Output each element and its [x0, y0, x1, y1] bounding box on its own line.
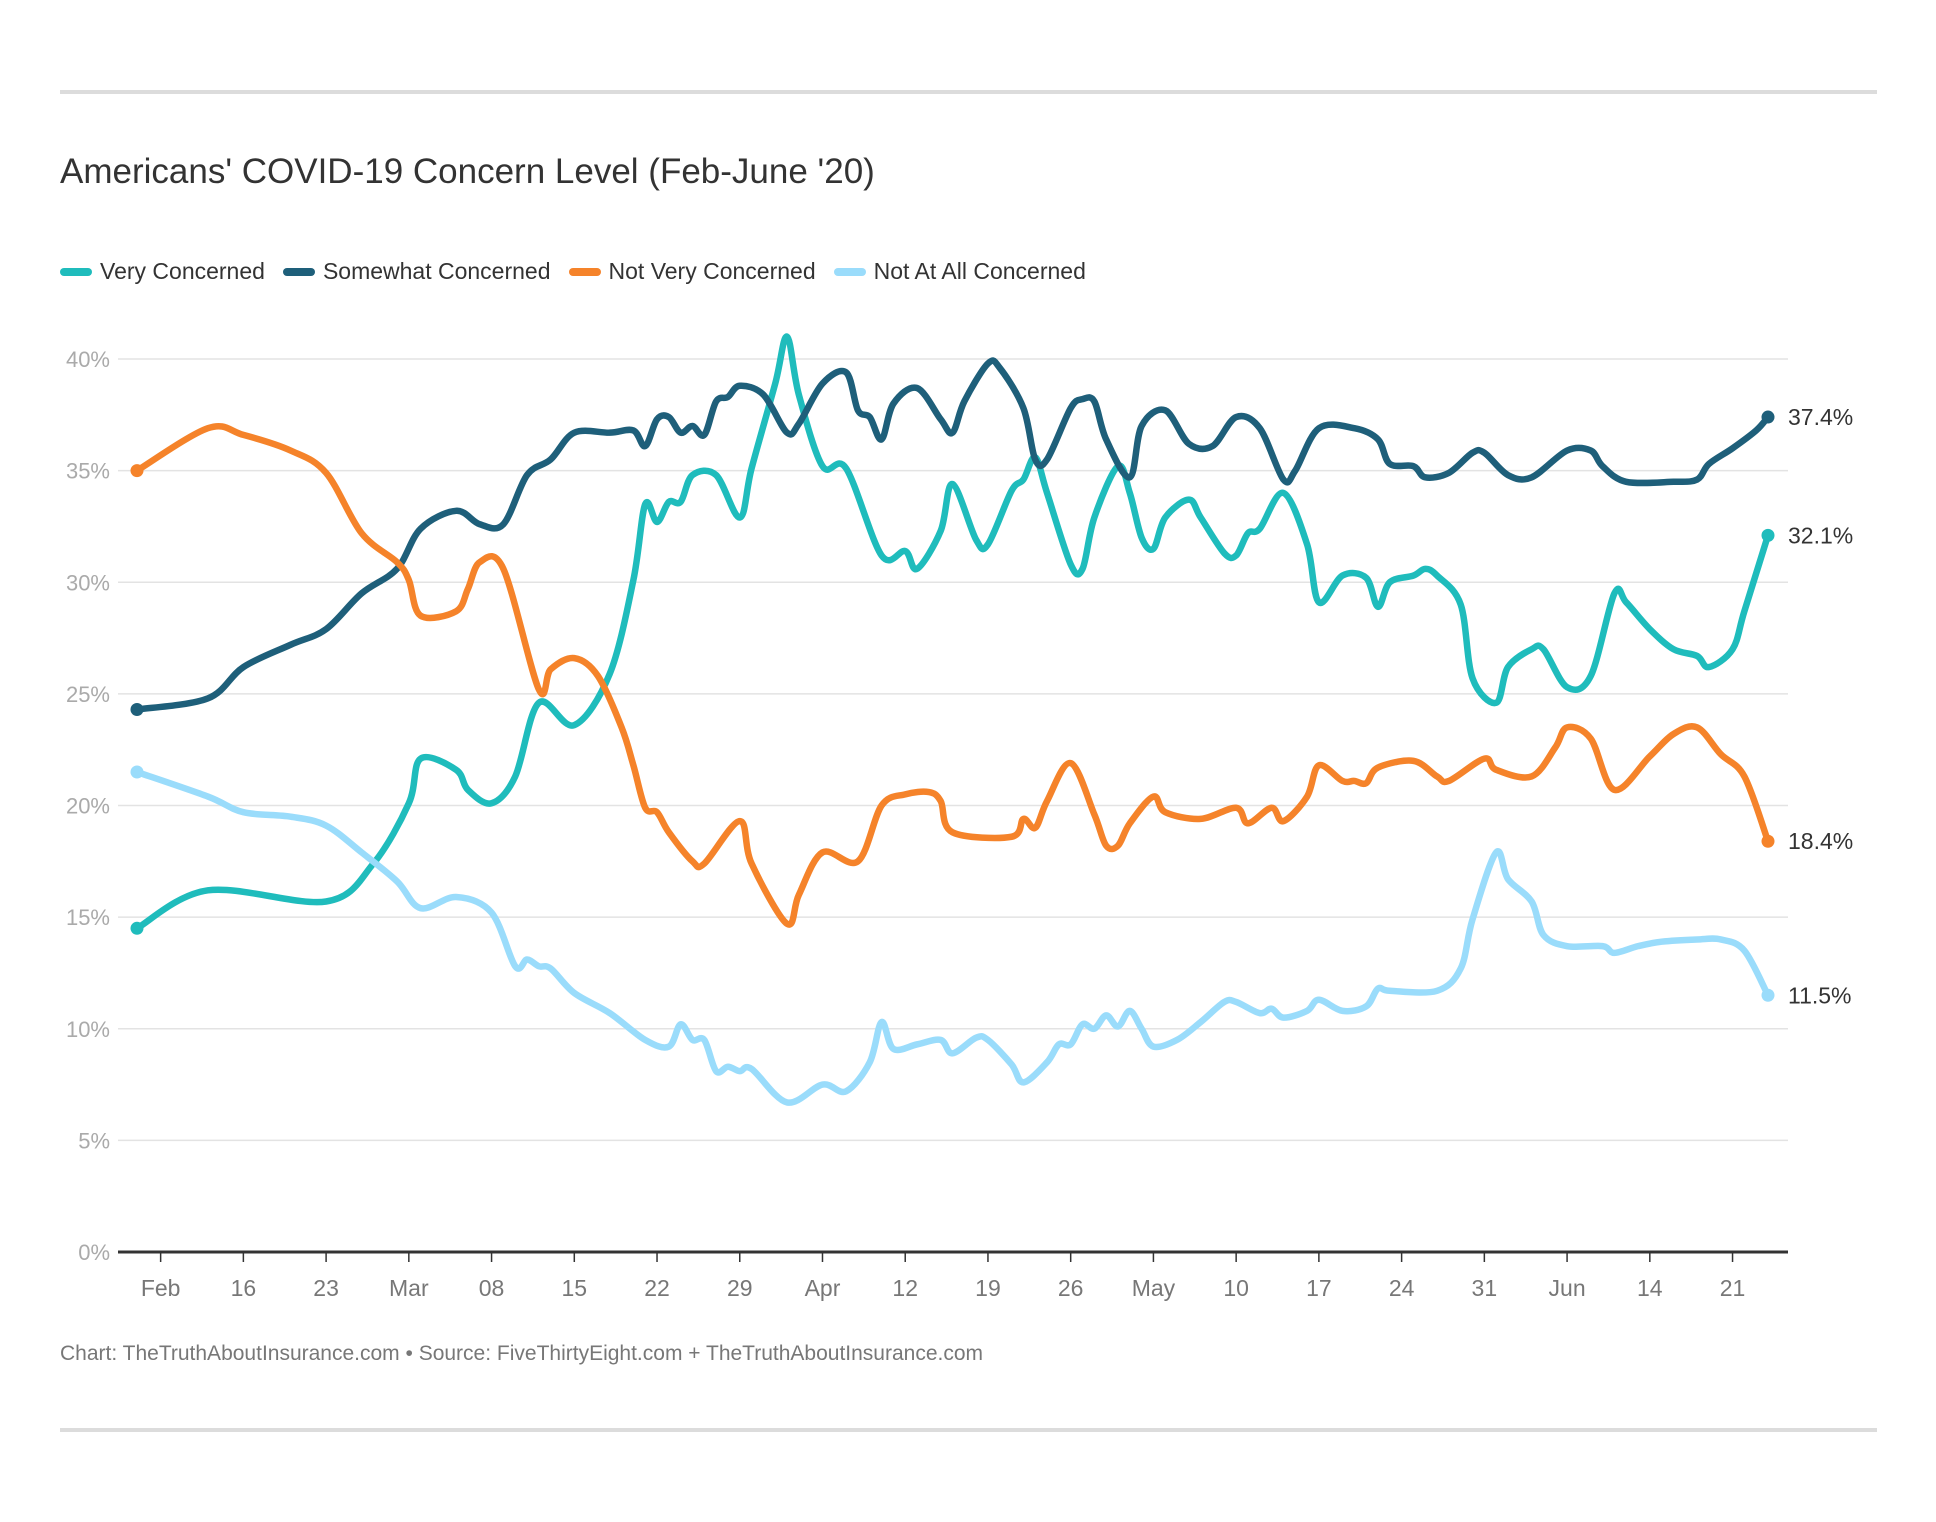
x-tick-label: Feb	[141, 1275, 181, 1301]
source-note: Chart: TheTruthAboutInsurance.com • Sour…	[60, 1342, 984, 1365]
legend-swatch	[282, 267, 315, 276]
end-value-label: 32.1%	[1788, 522, 1853, 548]
y-tick-label: 30%	[66, 570, 110, 595]
chart-title: Americans' COVID-19 Concern Level (Feb-J…	[60, 152, 875, 191]
series-line-not-very-concerned	[133, 422, 1772, 928]
legend-label: Not Very Concerned	[608, 258, 816, 284]
legend-label: Very Concerned	[100, 258, 265, 284]
x-tick-label: 22	[644, 1275, 670, 1301]
legend: Very Concerned Somewhat Concerned Not Very…	[60, 258, 1086, 285]
series-end-point	[1761, 528, 1775, 542]
y-tick-label: 15%	[66, 905, 110, 930]
legend-label: Not At All Concerned	[873, 258, 1086, 284]
legend-swatch	[568, 267, 601, 276]
x-tick-label: 29	[727, 1275, 753, 1301]
end-value-label: 37.4%	[1788, 404, 1853, 430]
y-tick-label: 0%	[78, 1240, 110, 1265]
x-tick-label: Jun	[1549, 1275, 1586, 1301]
x-tick-label: Mar	[389, 1275, 429, 1301]
series-end-point	[1761, 834, 1775, 848]
y-tick-label: 5%	[78, 1128, 110, 1153]
legend-item-somewhat-concerned[interactable]: Somewhat Concerned	[282, 258, 551, 285]
x-tick-label: 24	[1389, 1275, 1415, 1301]
legend-label: Somewhat Concerned	[322, 258, 551, 284]
y-tick-label: 35%	[66, 459, 110, 484]
x-tick-label: May	[1132, 1275, 1176, 1301]
x-tick-label: 15	[562, 1275, 588, 1301]
legend-item-not-at-all-concerned[interactable]: Not At All Concerned	[833, 258, 1086, 285]
series-line-not-at-all-concerned	[133, 768, 1772, 1106]
end-value-label: 18.4%	[1788, 828, 1853, 854]
x-tick-label: 08	[479, 1275, 505, 1301]
series-line-very-concerned	[133, 333, 1772, 932]
x-tick-label: 26	[1058, 1275, 1084, 1301]
series-end-point	[1761, 988, 1775, 1002]
x-tick-label: Apr	[805, 1275, 841, 1301]
legend-swatch	[833, 267, 866, 276]
legend-item-very-concerned[interactable]: Very Concerned	[60, 258, 265, 285]
series-start-point	[130, 765, 144, 779]
x-tick-label: 19	[975, 1275, 1001, 1301]
x-tick-label: 10	[1223, 1275, 1249, 1301]
top-divider	[60, 90, 1877, 94]
y-tick-label: 20%	[66, 794, 110, 819]
y-tick-label: 40%	[66, 347, 110, 372]
x-tick-label: 12	[892, 1275, 918, 1301]
end-value-label: 11.5%	[1788, 982, 1852, 1008]
series-line-somewhat-concerned	[133, 357, 1772, 713]
x-tick-label: 16	[231, 1275, 257, 1301]
x-tick-label: 17	[1306, 1275, 1332, 1301]
x-tick-label: 21	[1720, 1275, 1746, 1301]
series-start-point	[130, 921, 144, 935]
series-end-point	[1761, 410, 1775, 424]
x-tick-label: 31	[1472, 1275, 1498, 1301]
x-tick-label: 23	[313, 1275, 339, 1301]
legend-swatch	[60, 267, 92, 276]
y-tick-label: 25%	[66, 682, 110, 707]
y-tick-label: 10%	[66, 1017, 110, 1042]
bottom-divider	[60, 1428, 1877, 1432]
series-start-point	[130, 703, 144, 717]
legend-item-not-very-concerned[interactable]: Not Very Concerned	[568, 258, 816, 285]
x-tick-label: 14	[1637, 1275, 1663, 1301]
series-start-point	[130, 464, 144, 478]
